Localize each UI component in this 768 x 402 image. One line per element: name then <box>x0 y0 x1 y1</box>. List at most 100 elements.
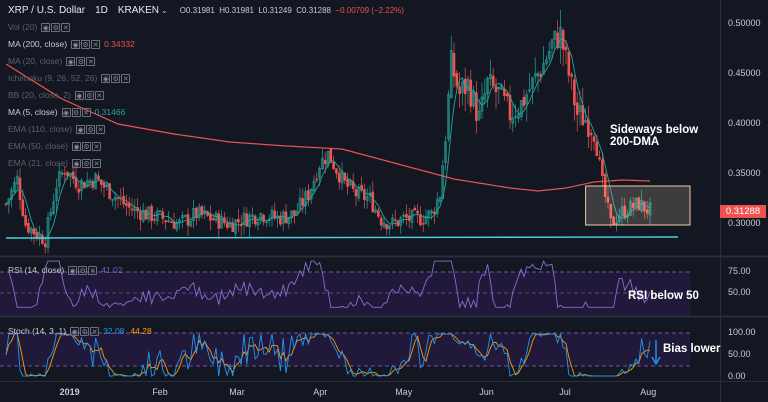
stoch-tick: 50.00 <box>728 349 751 359</box>
candle <box>57 163 61 194</box>
annotation-bias: Bias lower <box>663 343 721 355</box>
indicator-legend-row[interactable]: MA (20, close) ◉ ⚙ ✕ <box>8 55 99 67</box>
gear-icon[interactable]: ⚙ <box>80 326 90 336</box>
candle <box>435 191 439 218</box>
eye-icon[interactable]: ◉ <box>72 141 81 151</box>
candle <box>111 199 114 207</box>
indicator-legend-row[interactable]: MA (200, close) ◉ ⚙ ✕ 0.34332 <box>8 38 135 50</box>
stoch-legend[interactable]: Stoch (14, 3, 1) ◉ ⚙ ✕ 32.08 44.28 <box>8 326 152 336</box>
indicator-legend-row[interactable]: EMA (50, close) ◉ ⚙ ✕ <box>8 140 105 152</box>
eye-icon[interactable]: ◉ <box>72 158 81 168</box>
eye-icon[interactable]: ◉ <box>61 107 71 117</box>
close-icon[interactable]: ✕ <box>61 22 71 32</box>
candle <box>27 218 30 235</box>
eye-icon[interactable]: ◉ <box>68 265 78 275</box>
candle <box>130 198 134 217</box>
candle <box>455 70 459 90</box>
eye-icon[interactable]: ◉ <box>66 56 76 66</box>
candle <box>116 196 120 208</box>
close-icon[interactable]: ✕ <box>94 90 104 100</box>
candle <box>416 203 419 224</box>
symbol-header[interactable]: XRP / U.S. Dollar 1D KRAKEN ⌄ O0.31981 H… <box>8 5 404 17</box>
close-icon[interactable]: ✕ <box>90 326 100 336</box>
eye-icon[interactable]: ◉ <box>70 326 80 336</box>
candle <box>391 213 394 230</box>
indicator-legend-row[interactable]: Ichimoku (9, 26, 52, 26) ◉ ⚙ ✕ <box>8 72 134 84</box>
time-tick: Mar <box>229 387 245 397</box>
indicator-legend-row[interactable]: BB (20, close, 2) ◉ ⚙ ✕ <box>8 89 108 101</box>
indicator-legend-row[interactable]: EMA (21, close) ◉ ⚙ ✕ <box>8 157 105 169</box>
indicator-value: 0.34332 <box>104 39 135 49</box>
candle <box>533 57 537 83</box>
candle <box>141 202 145 224</box>
rsi-band <box>0 272 690 316</box>
indicator-name: MA (5, close) <box>8 107 58 117</box>
indicator-legend-row[interactable]: MA (5, close) ◉ ⚙ ✕ 0.31466 <box>8 106 125 118</box>
close-icon[interactable]: ✕ <box>92 158 101 168</box>
candle <box>449 35 453 99</box>
candle <box>444 135 447 170</box>
close-icon[interactable]: ✕ <box>92 141 101 151</box>
eye-icon[interactable]: ◉ <box>101 73 111 83</box>
candle <box>609 203 613 229</box>
gear-icon[interactable]: ⚙ <box>84 90 94 100</box>
candle <box>49 207 53 221</box>
candle <box>183 214 187 219</box>
candle <box>634 197 638 212</box>
gear-icon[interactable]: ⚙ <box>81 39 91 49</box>
change-value: −0.00709 (−2.22%) <box>335 6 404 15</box>
close-icon[interactable]: ✕ <box>121 73 131 83</box>
candle <box>192 199 195 229</box>
gear-icon[interactable]: ⚙ <box>76 56 86 66</box>
price-tick: 0.30000 <box>728 218 761 228</box>
candle <box>402 211 405 224</box>
candle <box>256 217 260 231</box>
gear-icon[interactable]: ⚙ <box>82 158 91 168</box>
indicator-legend-row[interactable]: EMA (110, close) ◉ ⚙ ✕ <box>8 123 109 135</box>
candle <box>637 196 641 211</box>
eye-icon[interactable]: ◉ <box>41 22 51 32</box>
candle <box>97 171 100 181</box>
candle <box>158 209 162 213</box>
candle <box>253 214 257 228</box>
exchange-label[interactable]: KRAKEN <box>117 5 159 16</box>
candle <box>195 206 198 226</box>
close-icon[interactable]: ✕ <box>81 107 91 117</box>
indicator-legend-row[interactable]: Vol (20) ◉ ⚙ ✕ <box>8 21 74 33</box>
indicator-name: EMA (21, close) <box>8 158 68 168</box>
candle <box>522 89 526 109</box>
candle <box>511 104 515 133</box>
symbol-name[interactable]: XRP / U.S. Dollar <box>8 5 86 16</box>
gear-icon[interactable]: ⚙ <box>86 124 96 134</box>
sideways-box[interactable] <box>585 185 691 226</box>
gear-icon[interactable]: ⚙ <box>111 73 121 83</box>
gear-icon[interactable]: ⚙ <box>71 107 81 117</box>
candle <box>122 186 125 209</box>
candle <box>519 100 523 121</box>
time-tick: 2019 <box>59 387 80 397</box>
candle <box>228 217 232 228</box>
candle <box>38 225 41 246</box>
candle <box>461 80 464 106</box>
bias-down-arrow-icon <box>651 340 661 366</box>
rsi-legend[interactable]: RSI (14, close) ◉ ⚙ ✕ 41.02 <box>8 265 123 275</box>
candle <box>55 178 58 212</box>
candle <box>494 77 498 109</box>
close-icon[interactable]: ✕ <box>88 265 98 275</box>
candle <box>547 42 551 62</box>
eye-icon[interactable]: ◉ <box>74 90 84 100</box>
close-icon[interactable]: ✕ <box>86 56 96 66</box>
gear-icon[interactable]: ⚙ <box>51 22 61 32</box>
eye-icon[interactable]: ◉ <box>76 124 86 134</box>
candle <box>113 191 117 210</box>
eye-icon[interactable]: ◉ <box>71 39 81 49</box>
interval-label[interactable]: 1D <box>95 5 108 16</box>
close-icon[interactable]: ✕ <box>96 124 106 134</box>
price-tick: 0.50000 <box>728 18 761 28</box>
gear-icon[interactable]: ⚙ <box>78 265 88 275</box>
close-icon[interactable]: ✕ <box>91 39 101 49</box>
candle <box>377 207 380 219</box>
chevron-down-icon[interactable]: ⌄ <box>160 6 168 15</box>
gear-icon[interactable]: ⚙ <box>82 141 91 151</box>
